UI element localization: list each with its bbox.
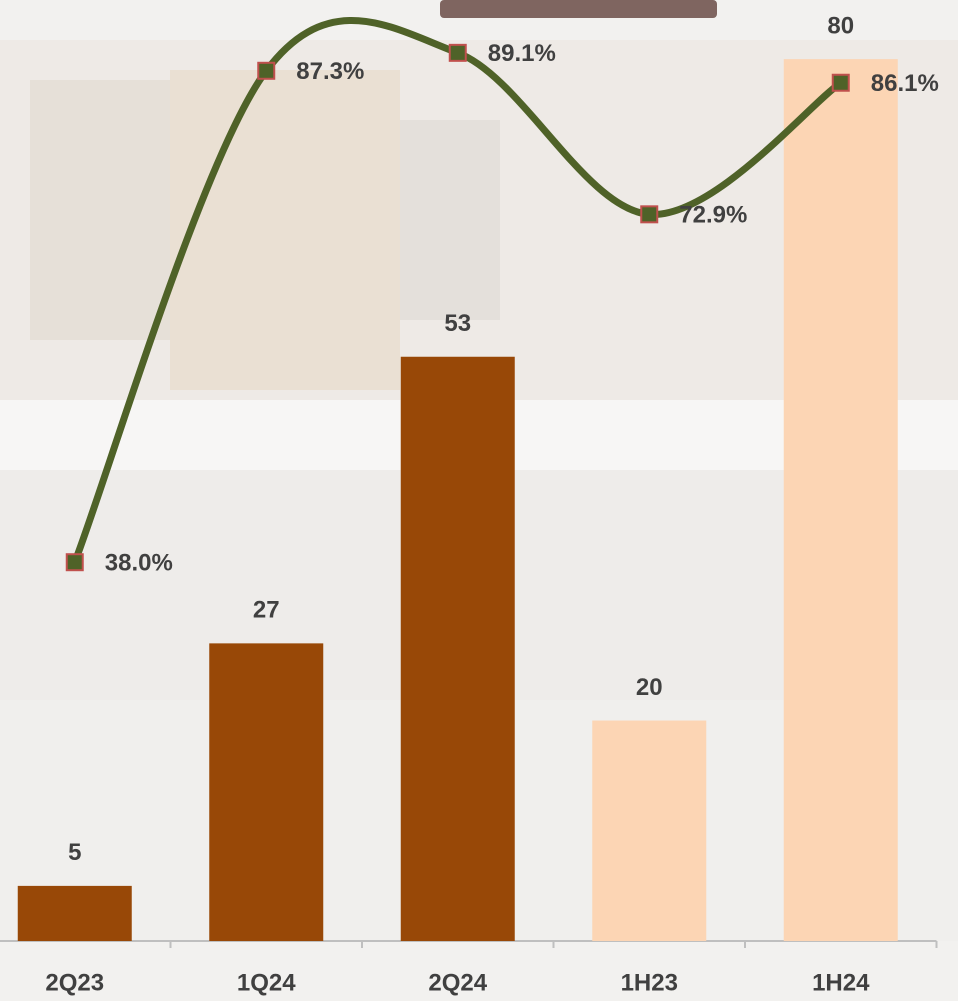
- line-value-label: 86.1%: [871, 70, 939, 97]
- line-marker: [257, 61, 276, 80]
- header-tab: [440, 0, 717, 18]
- line-value-label: 72.9%: [679, 202, 747, 229]
- window: [30, 80, 170, 340]
- bar: [17, 885, 132, 941]
- x-tick-label: 1H24: [812, 969, 870, 996]
- bar-value-label: 5: [68, 839, 81, 866]
- bar-value-label: 20: [636, 674, 663, 701]
- x-tick-label: 1H23: [621, 969, 678, 996]
- window: [400, 120, 500, 320]
- bar: [400, 356, 515, 941]
- x-tick-label: 2Q24: [428, 969, 487, 996]
- bar: [209, 643, 324, 941]
- line-value-label: 87.3%: [296, 58, 364, 85]
- line-marker: [448, 43, 467, 62]
- bar-value-label: 80: [827, 12, 854, 39]
- line-marker: [640, 205, 659, 224]
- wood-panel: [170, 70, 400, 390]
- line-value-label: 38.0%: [105, 550, 173, 577]
- line-marker: [831, 73, 850, 92]
- line-marker: [65, 553, 84, 572]
- line: [71, 17, 843, 564]
- bar-value-label: 53: [444, 310, 471, 337]
- bar: [592, 720, 707, 941]
- bar: [783, 59, 898, 941]
- x-tick-label: 2Q23: [45, 969, 104, 996]
- line-value-label: 89.1%: [488, 40, 556, 67]
- bar-value-label: 27: [253, 597, 280, 624]
- x-tick-label: 1Q24: [237, 969, 296, 996]
